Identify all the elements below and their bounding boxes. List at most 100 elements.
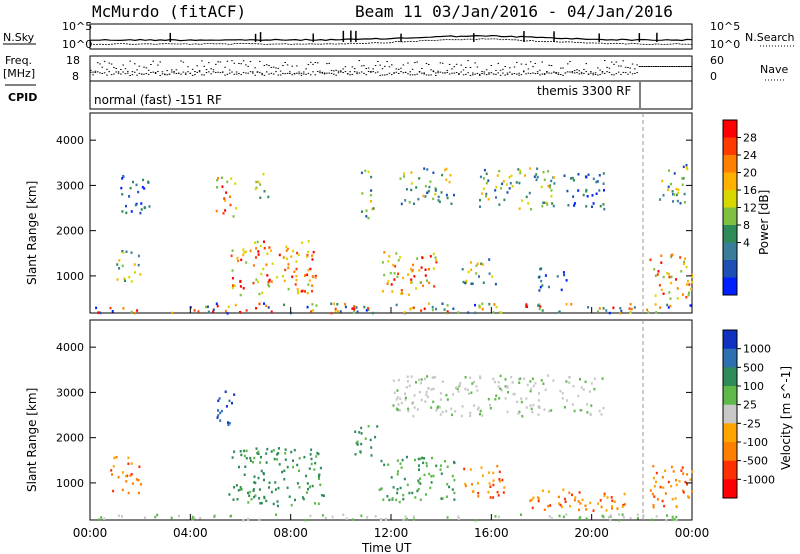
echo-cell	[520, 513, 522, 516]
freq-mark	[228, 69, 231, 71]
echo-cell	[586, 403, 589, 406]
echo-cell	[582, 193, 585, 197]
echo-cell	[675, 505, 678, 508]
echo-cell	[629, 517, 632, 520]
freq-mark	[573, 70, 576, 72]
echo-cell	[488, 471, 491, 474]
freq-mark	[370, 71, 372, 73]
echo-cell	[300, 290, 303, 293]
echo-cell	[531, 377, 534, 381]
echo-cell	[439, 464, 442, 467]
freq-mark	[511, 73, 513, 75]
echo-cell	[524, 174, 526, 177]
freq-mark	[140, 73, 143, 75]
echo-cell	[453, 498, 456, 501]
echo-cell	[453, 460, 455, 464]
echo-cell	[128, 275, 131, 279]
freq-mark	[217, 71, 219, 73]
echo-cell	[249, 249, 252, 253]
echo-cell	[395, 498, 398, 502]
freq-mark	[129, 60, 131, 62]
echo-cell	[470, 391, 473, 394]
echo-cell	[127, 462, 130, 465]
echo-cell	[397, 378, 400, 382]
freq-mark	[516, 73, 518, 75]
echo-cell	[130, 462, 133, 465]
echo-cell	[492, 479, 495, 482]
echo-cell	[405, 517, 408, 521]
echo-cell	[432, 376, 435, 379]
freq-mark	[439, 62, 442, 64]
echo-cell	[257, 450, 260, 454]
freq-mark	[474, 73, 476, 75]
colorbar-tick-label: 4	[743, 237, 750, 250]
echo-cell	[100, 516, 103, 519]
echo-cell	[611, 499, 614, 502]
echo-cell	[383, 273, 386, 277]
echo-cell	[577, 189, 580, 192]
echo-cell	[667, 306, 670, 309]
echo-cell	[216, 416, 219, 419]
freq-mark	[164, 74, 166, 76]
freq-mark	[360, 65, 363, 67]
echo-cell	[477, 406, 480, 409]
echo-cell	[231, 401, 233, 405]
freq-mark	[497, 72, 500, 74]
echo-cell	[593, 387, 596, 391]
echo-cell	[573, 498, 576, 502]
echo-cell	[319, 483, 322, 487]
freq-mark	[344, 71, 347, 73]
echo-cell	[432, 387, 435, 390]
freq-mark	[120, 68, 122, 70]
freq-mark	[180, 73, 182, 75]
echo-cell	[231, 249, 234, 252]
echo-cell	[423, 377, 426, 381]
echo-cell	[588, 390, 591, 393]
echo-cell	[240, 258, 243, 262]
freq-mark	[279, 74, 282, 76]
echo-cell	[226, 312, 229, 315]
freq-mark	[573, 72, 576, 74]
echo-cell	[479, 175, 482, 179]
echo-cell	[268, 284, 271, 288]
echo-cell	[598, 307, 601, 310]
freq-mark	[145, 67, 148, 69]
echo-cell	[258, 292, 261, 296]
echo-cell	[294, 283, 297, 286]
echo-cell	[578, 508, 580, 512]
freq-mark	[305, 73, 307, 75]
echo-cell	[113, 456, 116, 460]
echo-cell	[396, 473, 399, 476]
echo-cell	[418, 391, 421, 394]
echo-cell	[586, 195, 589, 198]
freq-mark	[333, 73, 335, 75]
echo-cell	[579, 409, 582, 412]
echo-cell	[293, 448, 296, 452]
echo-cell	[370, 446, 373, 449]
freq-mark	[499, 74, 502, 76]
echo-cell	[297, 291, 300, 295]
freq-mark	[534, 73, 537, 75]
freq-mark	[103, 60, 106, 62]
echo-cell	[428, 267, 430, 271]
echo-cell	[435, 307, 438, 311]
echo-cell	[254, 187, 257, 191]
echo-cell	[438, 200, 441, 204]
freq-mark	[592, 72, 594, 74]
echo-cell	[489, 485, 492, 488]
echo-cell	[404, 398, 407, 401]
echo-cell	[386, 282, 389, 285]
freq-mark	[525, 63, 527, 65]
echo-cell	[573, 409, 576, 413]
echo-cell	[232, 215, 235, 218]
echo-cell	[147, 180, 150, 184]
echo-cell	[451, 474, 454, 478]
freq-mark	[458, 73, 460, 75]
echo-cell	[314, 461, 317, 465]
echo-cell	[532, 384, 535, 388]
freq-mark	[391, 74, 393, 76]
echo-cell	[667, 272, 670, 276]
echo-cell	[403, 311, 406, 314]
x-tick-label: 04:00	[173, 526, 208, 540]
colorbar-frame	[722, 329, 738, 499]
